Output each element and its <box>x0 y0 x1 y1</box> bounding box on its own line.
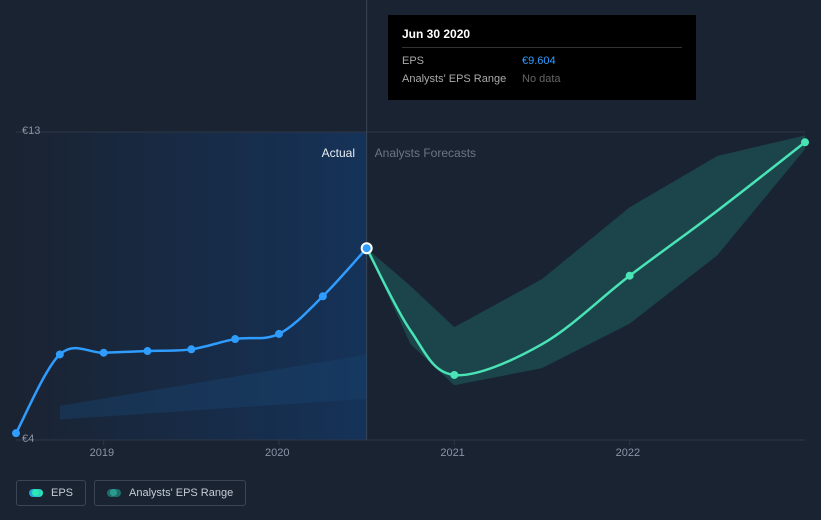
tooltip-label: Analysts' EPS Range <box>402 70 522 88</box>
y-axis-label: €13 <box>22 125 40 137</box>
legend-label: Analysts' EPS Range <box>129 487 233 499</box>
chart-legend: EPS Analysts' EPS Range <box>16 480 246 506</box>
chart-tooltip: Jun 30 2020 EPS €9.604 Analysts' EPS Ran… <box>388 15 696 100</box>
legend-item-range[interactable]: Analysts' EPS Range <box>94 480 246 506</box>
eps-chart: Jun 30 2020 EPS €9.604 Analysts' EPS Ran… <box>0 0 821 520</box>
section-label-forecast: Analysts Forecasts <box>375 146 476 160</box>
legend-item-eps[interactable]: EPS <box>16 480 86 506</box>
x-axis-label: 2022 <box>616 447 640 459</box>
tooltip-value: No data <box>522 70 561 88</box>
legend-swatch-icon <box>107 489 121 497</box>
y-axis-label: €4 <box>22 433 34 445</box>
tooltip-value: €9.604 <box>522 52 556 70</box>
tooltip-row-range: Analysts' EPS Range No data <box>402 70 682 88</box>
legend-label: EPS <box>51 487 73 499</box>
tooltip-label: EPS <box>402 52 522 70</box>
tooltip-row-eps: EPS €9.604 <box>402 52 682 70</box>
tooltip-date: Jun 30 2020 <box>402 27 682 48</box>
x-axis-label: 2019 <box>90 447 114 459</box>
legend-swatch-icon <box>29 489 43 497</box>
section-label-actual: Actual <box>322 146 355 160</box>
x-axis-label: 2021 <box>440 447 464 459</box>
x-axis-label: 2020 <box>265 447 289 459</box>
